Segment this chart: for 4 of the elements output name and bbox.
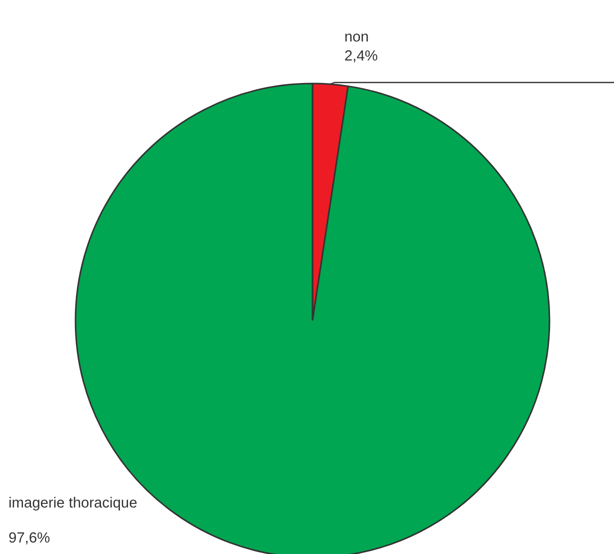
data-label: 2,4% (344, 48, 378, 64)
slice-label: imagerie thoracique (8, 496, 138, 512)
data-label: 97,6% (8, 530, 50, 546)
slice-label: non (344, 30, 369, 46)
